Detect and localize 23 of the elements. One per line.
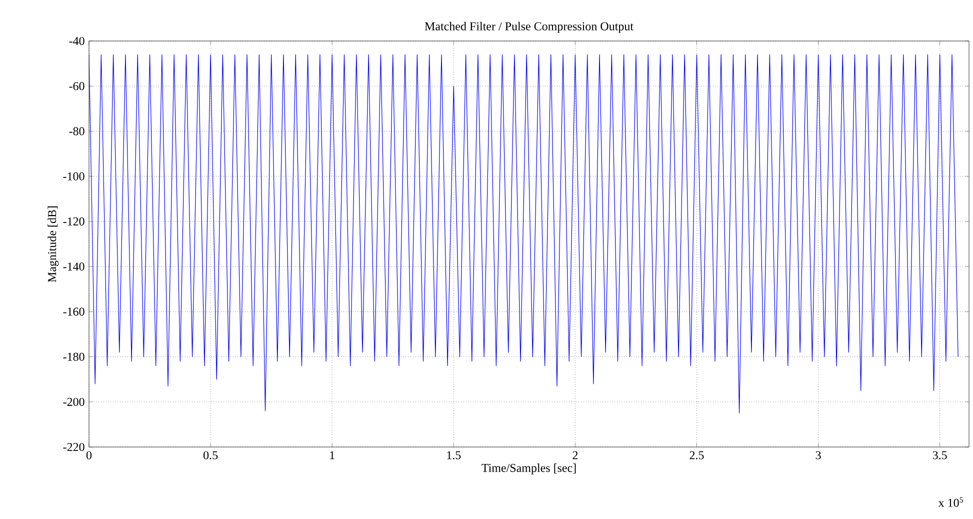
y-tick-label: -160 (63, 308, 84, 316)
y-tick-label: -120 (63, 217, 84, 226)
y-tick-label: -140 (63, 262, 84, 271)
x-tick-label: 1.5 (447, 451, 461, 460)
chart-title: Matched Filter / Pulse Compression Output (424, 22, 634, 33)
x-axis-title: Time/Samples [sec] (482, 464, 576, 474)
x-tick-label: 3.5 (932, 451, 947, 460)
x-tick-label: 2.5 (690, 451, 704, 460)
y-tick-label: -220 (63, 442, 84, 452)
x-tick-label: 1 (330, 451, 334, 460)
x-tick-label: 3 (816, 451, 821, 460)
y-tick-label: -200 (63, 398, 84, 406)
line-series (89, 54, 958, 414)
y-tick-label: -80 (69, 127, 84, 136)
y-tick-label: -40 (69, 36, 84, 46)
text: x 10$^{5}$ (938, 497, 963, 507)
x-tick-label: 2 (572, 451, 578, 460)
y-tick-label: -60 (69, 82, 84, 90)
x-tick-label: 0.5 (204, 451, 218, 460)
y-tick-label: -100 (63, 172, 84, 180)
x-tick-label: 0 (86, 451, 92, 460)
y-tick-label: -180 (63, 352, 84, 361)
y-axis-title: Magnitude [dB] (48, 206, 59, 282)
